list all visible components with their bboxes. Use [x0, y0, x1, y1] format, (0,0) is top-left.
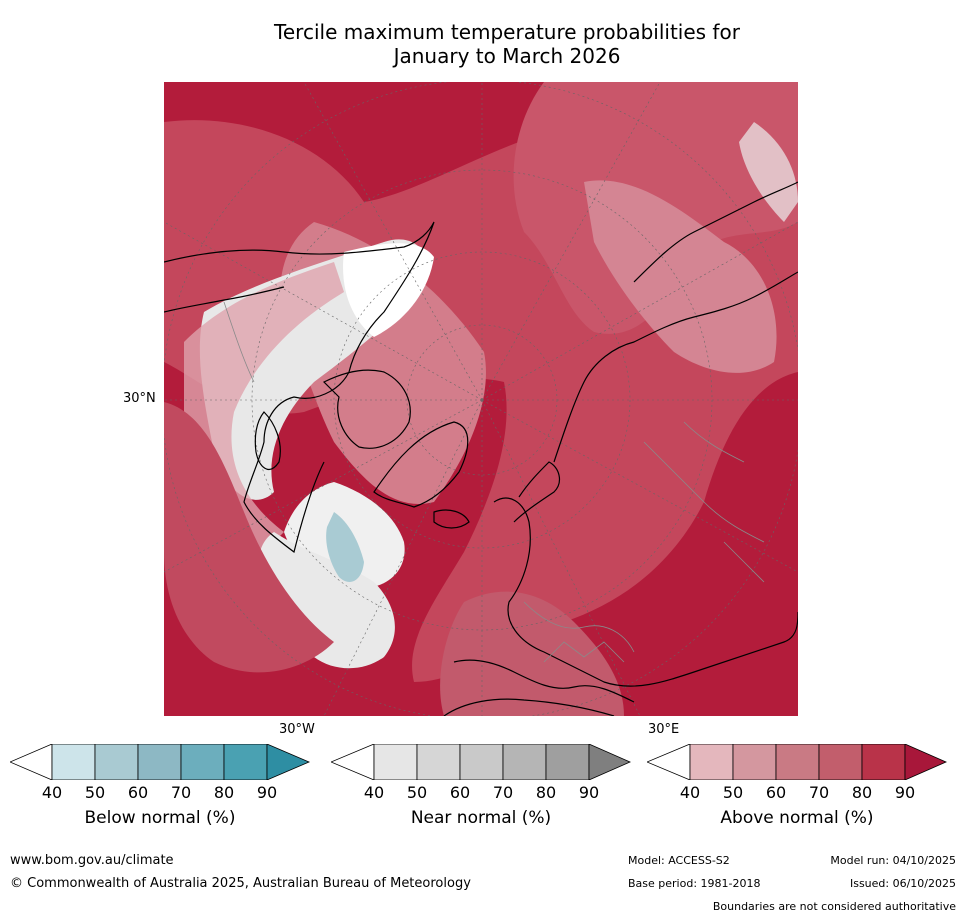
near-tick-80: 80	[535, 783, 557, 802]
below-swatch-0	[10, 744, 53, 780]
coast-canada-arctic	[322, 369, 411, 449]
region-near-normal-pacific	[343, 243, 434, 337]
footer-model-run: Model run: 04/10/2025	[830, 854, 956, 867]
near-tick-40: 40	[363, 783, 385, 802]
near-swatch-5	[545, 744, 590, 780]
coastlines	[164, 181, 798, 716]
footer-issued: Issued: 06/10/2025	[849, 877, 956, 890]
region-above-light-east	[739, 122, 798, 222]
footer-disclaimer: Boundaries are not considered authoritat…	[712, 900, 956, 913]
below-swatch-3	[137, 744, 182, 780]
near-swatch-0	[331, 744, 375, 780]
near-tick-60: 60	[449, 783, 471, 802]
coast-mediterranean	[453, 659, 635, 703]
coast-east-asia	[633, 181, 798, 283]
colorbar-above-normal-graphic	[647, 744, 947, 780]
coast-alaska	[164, 286, 285, 313]
above-swatch-0	[647, 744, 691, 780]
chart-title: Tercile maximum temperature probabilitie…	[0, 20, 965, 68]
coast-hudson-bay	[254, 411, 281, 470]
below-swatch-2	[94, 744, 139, 780]
above-tick-60: 60	[765, 783, 787, 802]
colorbar-above-normal	[647, 744, 947, 780]
coast-africa-north	[443, 698, 615, 716]
coast-north-america	[164, 221, 435, 554]
title-line-2: January to March 2026	[393, 44, 621, 68]
coast-iceland	[433, 509, 470, 529]
near-swatch-6	[588, 744, 631, 780]
coast-siberia	[553, 271, 798, 463]
meridian-150w	[303, 82, 483, 401]
above-swatch-6	[904, 744, 947, 780]
near-swatch-3	[459, 744, 504, 780]
above-tick-50: 50	[722, 783, 744, 802]
below-tick-40: 40	[41, 783, 63, 802]
near-normal-title: Near normal (%)	[410, 808, 552, 828]
meridian-30e	[481, 399, 641, 716]
colorbar-below-normal-graphic	[10, 744, 310, 780]
above-swatch-3	[775, 744, 820, 780]
colorbar-below-normal	[10, 744, 310, 780]
below-tick-70: 70	[170, 783, 192, 802]
footer-url: www.bom.gov.au/climate	[10, 853, 174, 868]
region-above-low-europe	[440, 591, 624, 716]
above-tick-90: 90	[894, 783, 916, 802]
near-tick-90: 90	[578, 783, 600, 802]
footer-copyright: © Commonwealth of Australia 2025, Austra…	[10, 876, 471, 891]
below-swatch-6	[266, 744, 310, 780]
footer-model: Model: ACCESS-S2	[628, 854, 730, 867]
below-tick-80: 80	[213, 783, 235, 802]
below-swatch-5	[223, 744, 268, 780]
above-swatch-1	[689, 744, 734, 780]
border-europe	[523, 601, 635, 663]
region-above-low-pacific	[164, 402, 334, 673]
meridian-30w	[323, 399, 483, 716]
colorbar-near-normal	[331, 744, 631, 780]
near-tick-50: 50	[406, 783, 428, 802]
above-swatch-2	[732, 744, 777, 780]
above-swatch-4	[818, 744, 863, 780]
above-tick-70: 70	[808, 783, 830, 802]
below-swatch-1	[51, 744, 96, 780]
footer-base-period: Base period: 1981-2018	[628, 877, 761, 890]
coast-scandinavia	[513, 461, 561, 523]
near-swatch-2	[416, 744, 461, 780]
polar-map	[164, 82, 798, 716]
above-tick-40: 40	[679, 783, 701, 802]
coast-europe	[493, 497, 798, 687]
coast-greenland	[373, 421, 469, 508]
above-swatch-5	[861, 744, 906, 780]
region-above-light-siberia	[584, 180, 777, 373]
above-tick-80: 80	[851, 783, 873, 802]
lat-circle-60	[333, 251, 631, 549]
title-line-1: Tercile maximum temperature probabilitie…	[274, 20, 740, 44]
lon-label-30e: 30°E	[648, 722, 680, 737]
lat-label-30n: 30°N	[123, 391, 156, 406]
border-asia	[643, 421, 765, 583]
lon-label-30w: 30°W	[279, 722, 315, 737]
near-swatch-1	[373, 744, 418, 780]
below-tick-60: 60	[127, 783, 149, 802]
border-us-canada	[223, 301, 255, 383]
below-tick-50: 50	[84, 783, 106, 802]
above-normal-title: Above normal (%)	[720, 808, 874, 828]
below-tick-90: 90	[256, 783, 278, 802]
meridian-150e	[481, 82, 661, 401]
country-borders	[223, 301, 765, 663]
meridian-60w	[164, 399, 483, 573]
below-swatch-4	[180, 744, 225, 780]
below-normal-title: Below normal (%)	[84, 808, 236, 828]
region-near-normal-atlantic	[258, 532, 395, 669]
meridian-120w	[164, 221, 483, 401]
graticule	[164, 82, 798, 716]
near-tick-70: 70	[492, 783, 514, 802]
near-swatch-4	[502, 744, 547, 780]
region-below-normal-atlantic	[326, 512, 364, 582]
meridian-120e	[481, 221, 798, 401]
colorbar-near-normal-graphic	[331, 744, 631, 780]
